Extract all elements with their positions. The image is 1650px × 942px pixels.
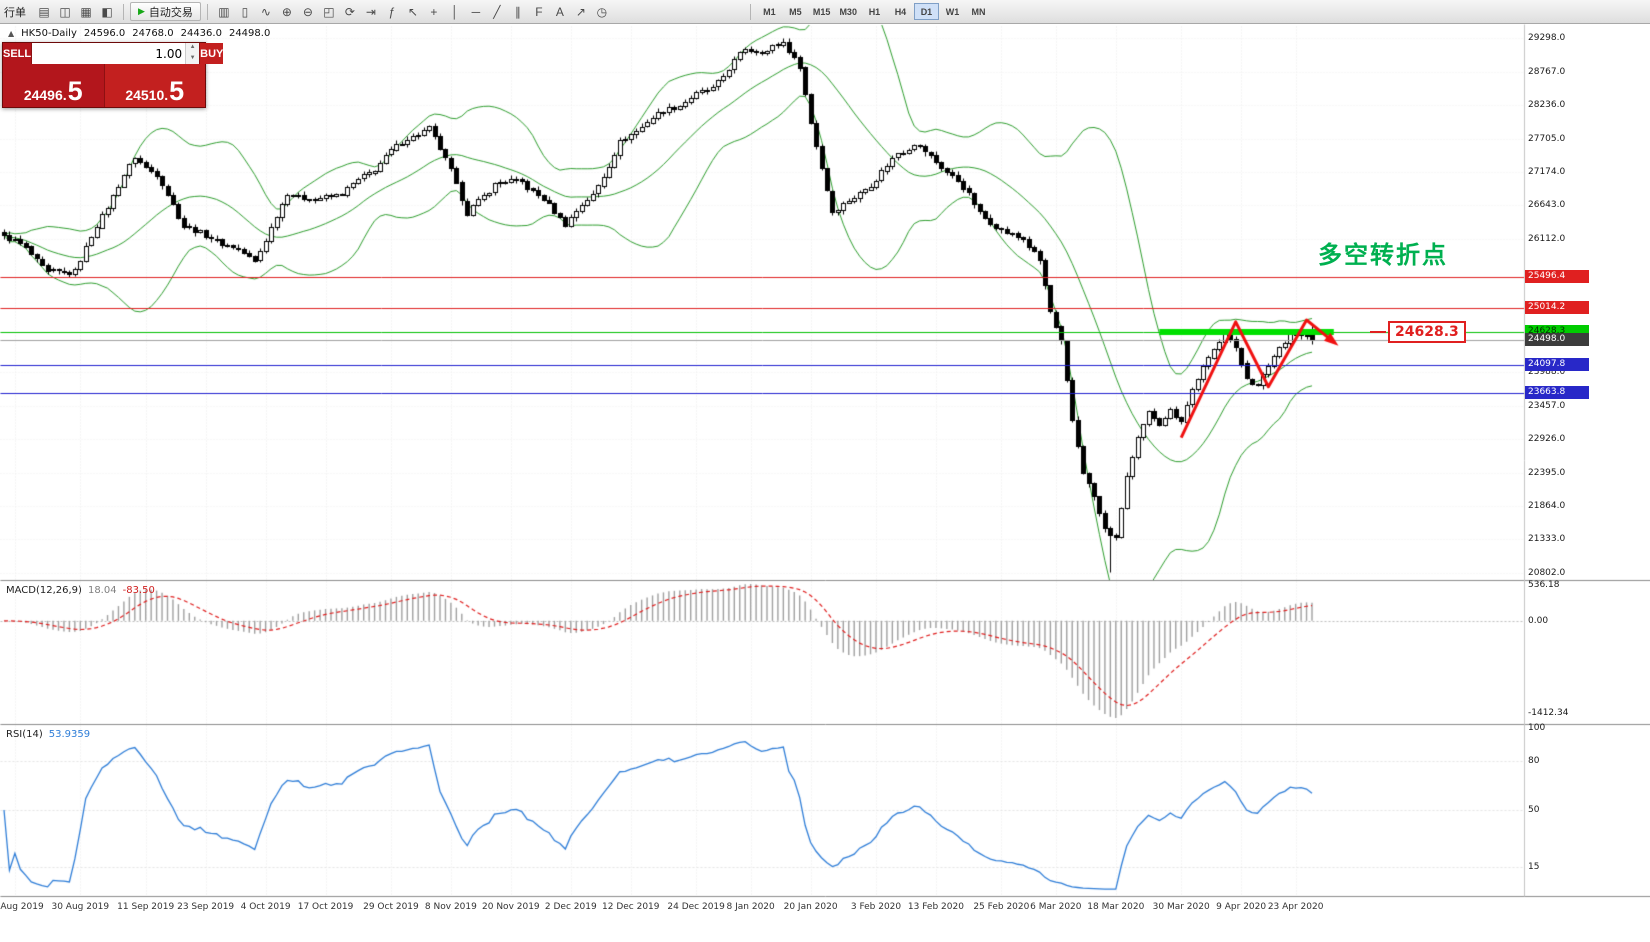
autotrade-button[interactable]: ▶ 自动交易 xyxy=(130,2,201,21)
volume-decrease-button[interactable]: ▼ xyxy=(186,53,200,64)
buy-price-last-digit: 5 xyxy=(169,76,185,107)
arrow-objects-icon[interactable]: ↗ xyxy=(571,2,591,21)
timeframe-D1[interactable]: D1 xyxy=(913,3,939,20)
timeframe-H4[interactable]: H4 xyxy=(888,3,913,20)
autotrade-label: 自动交易 xyxy=(148,6,193,19)
volume-box: ▲ ▼ xyxy=(31,43,201,64)
chart-symbol-title: HK50-Daily xyxy=(21,28,77,39)
zoom-in-icon[interactable]: ⊕ xyxy=(277,2,297,21)
buy-price-main: 24510 xyxy=(125,86,165,103)
trade-panel-prices: 24496 . 5 24510 . 5 xyxy=(3,64,205,107)
candlestick-style-icon[interactable]: ▯ xyxy=(235,2,255,21)
fibonacci-icon[interactable]: F xyxy=(529,2,549,21)
navigator-icon[interactable]: ◧ xyxy=(97,2,117,21)
sell-price-main: 24496 xyxy=(23,86,63,103)
ohlc-open: 24596.0 xyxy=(83,28,126,39)
callout-connector-line xyxy=(1370,331,1386,334)
toolbar-group-left: ▤ ◫ ▦ ◧ xyxy=(34,2,117,21)
ohlc-close: 24498.0 xyxy=(228,28,271,39)
toolbar-separator xyxy=(123,3,124,20)
trade-panel-header: SELL ▲ ▼ BUY xyxy=(3,43,224,64)
timeframe-M30[interactable]: M30 xyxy=(835,3,861,20)
vertical-line-icon[interactable]: │ xyxy=(445,2,465,21)
equidistant-channel-icon[interactable]: ∥ xyxy=(508,2,528,21)
volume-input[interactable] xyxy=(32,43,186,64)
tile-windows-icon[interactable]: ◰ xyxy=(319,2,339,21)
timeframe-MN[interactable]: MN xyxy=(966,3,991,20)
sell-button[interactable]: SELL xyxy=(3,43,32,64)
rsi-indicator-label: RSI(14) 53.9359 xyxy=(6,729,90,740)
macd-name: MACD(12,26,9) xyxy=(6,585,82,596)
rsi-name: RSI(14) xyxy=(6,729,43,740)
volume-spinner: ▲ ▼ xyxy=(185,43,200,64)
text-label-icon[interactable]: A xyxy=(550,2,570,21)
timeframe-group: M1 M5 M15 M30 H1 H4 D1 W1 MN xyxy=(757,3,991,20)
rsi-value: 53.9359 xyxy=(48,729,91,740)
bar-chart-style-icon[interactable]: ▥ xyxy=(214,2,234,21)
line-chart-style-icon[interactable]: ∿ xyxy=(256,2,276,21)
new-order-icon[interactable]: ▤ xyxy=(34,2,54,21)
play-icon: ▶ xyxy=(138,6,145,16)
zoom-out-icon[interactable]: ⊖ xyxy=(298,2,318,21)
market-watch-icon[interactable]: ▦ xyxy=(76,2,96,21)
sell-price[interactable]: 24496 . 5 xyxy=(3,64,104,107)
chart-shift-icon[interactable]: ⇥ xyxy=(361,2,381,21)
macd-indicator-label: MACD(12,26,9) 18.04 -83.50 xyxy=(6,585,155,596)
charts-icon[interactable]: ◫ xyxy=(55,2,75,21)
toolbar-group-main: ▥ ▯ ∿ ⊕ ⊖ ◰ ⟳ ⇥ ƒ ↖ + │ ─ ╱ ∥ F A ↗ ◷ xyxy=(214,2,612,21)
toolbar-separator xyxy=(749,3,751,20)
sell-price-last-digit: 5 xyxy=(67,76,83,107)
toolbar: 行单 ▤ ◫ ▦ ◧ ▶ 自动交易 ▥ ▯ ∿ ⊕ ⊖ ◰ ⟳ ⇥ ƒ ↖ + │ ─ ╱ ∥ F A ↗ ◷ M1 M5 M… xyxy=(0,0,1650,24)
timeframe-M1[interactable]: M1 xyxy=(757,3,782,20)
ohlc-low: 24436.0 xyxy=(180,28,222,39)
sell-price-dot: . xyxy=(62,86,67,103)
horizontal-line-icon[interactable]: ─ xyxy=(466,2,486,21)
toolbar-separator xyxy=(206,3,208,20)
timeframe-W1[interactable]: W1 xyxy=(940,3,965,20)
one-click-trading-panel: SELL ▲ ▼ BUY 24496 . 5 24510 . 5 xyxy=(2,42,224,108)
collapse-panel-icon[interactable]: ▲ xyxy=(8,29,15,38)
cursor-icon[interactable]: ↖ xyxy=(403,2,423,21)
menu-remnant-label: 行单 xyxy=(4,5,26,19)
timeframe-H1[interactable]: H1 xyxy=(862,3,887,20)
price-callout-label: 24628.3 xyxy=(1388,321,1466,344)
macd-main-value: 18.04 xyxy=(87,585,117,596)
macd-signal-value: -83.50 xyxy=(122,585,155,596)
ohlc-high: 24768.0 xyxy=(132,28,174,39)
period-icon[interactable]: ◷ xyxy=(592,2,612,21)
buy-price[interactable]: 24510 . 5 xyxy=(103,64,205,107)
buy-button[interactable]: BUY xyxy=(200,43,224,64)
indicators-icon[interactable]: ƒ xyxy=(382,2,402,21)
timeframe-M15[interactable]: M15 xyxy=(809,3,835,20)
buy-price-dot: . xyxy=(164,86,169,103)
volume-increase-button[interactable]: ▲ xyxy=(186,43,200,54)
trendline-icon[interactable]: ╱ xyxy=(487,2,507,21)
trend-annotation: 多空转折点 xyxy=(1318,241,1448,270)
auto-scroll-icon[interactable]: ⟳ xyxy=(340,2,360,21)
crosshair-icon[interactable]: + xyxy=(424,2,444,21)
chart-title-row: ▲ HK50-Daily 24596.0 24768.0 24436.0 244… xyxy=(8,28,270,39)
timeframe-M5[interactable]: M5 xyxy=(783,3,808,20)
